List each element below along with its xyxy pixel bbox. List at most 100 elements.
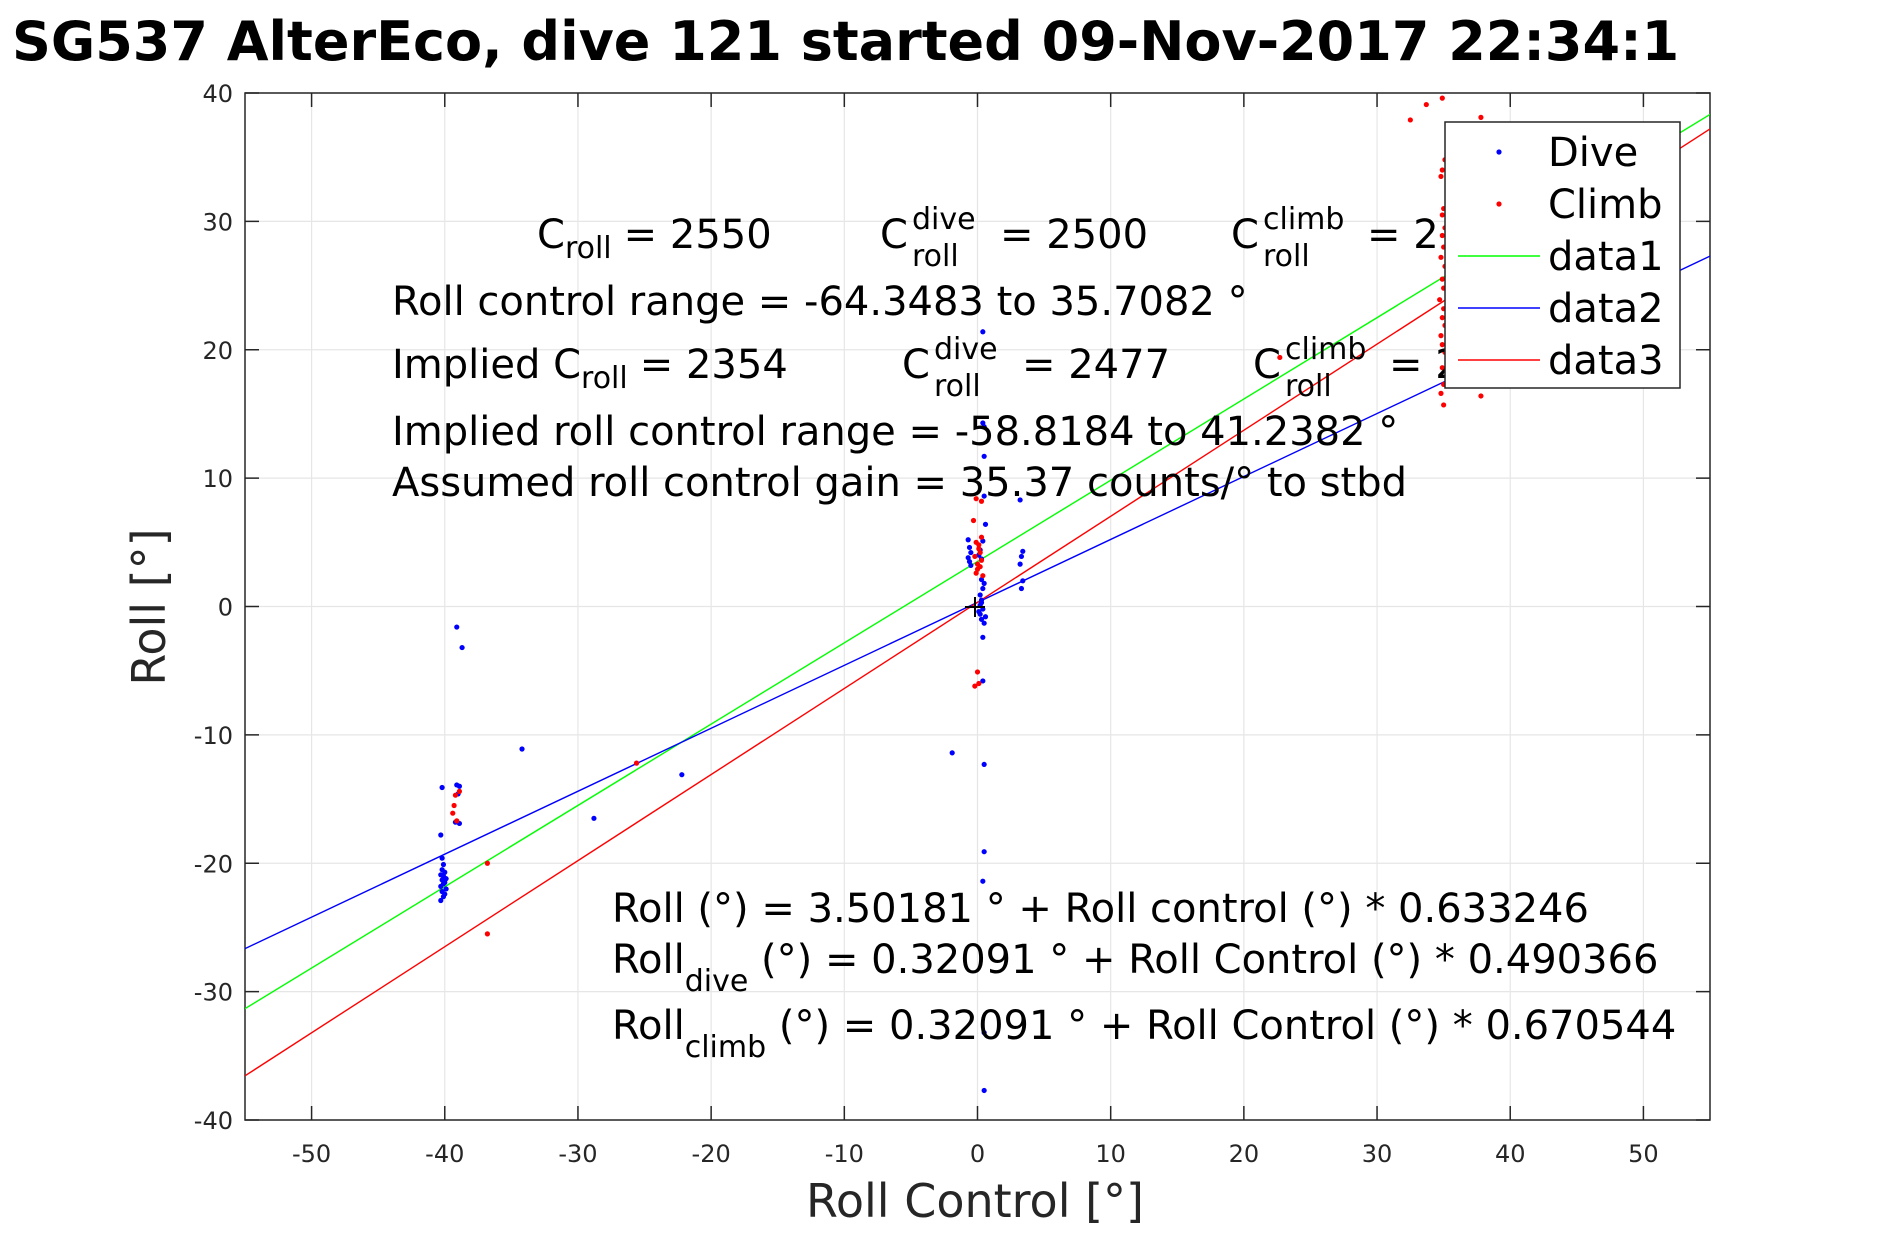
x-tick-label: -10 bbox=[825, 1140, 864, 1168]
dive-point bbox=[1018, 553, 1025, 560]
dive-point bbox=[978, 616, 985, 622]
annotation-assumed-gain: Assumed roll control gain = 35.37 counts… bbox=[392, 460, 1407, 506]
climb-point bbox=[976, 680, 982, 687]
x-axis-label: Roll Control [°] bbox=[806, 1174, 1144, 1228]
climb-point bbox=[1437, 297, 1443, 303]
legend-box bbox=[1444, 121, 1681, 389]
dive-point bbox=[443, 886, 449, 892]
svg-text:roll: roll bbox=[1263, 239, 1310, 274]
climb-point bbox=[633, 760, 640, 766]
climb-point bbox=[973, 496, 979, 502]
dive-point bbox=[978, 597, 985, 603]
dive-point bbox=[981, 580, 987, 586]
dive-point bbox=[981, 453, 987, 459]
climb-point bbox=[1438, 173, 1444, 180]
dive-point bbox=[980, 329, 986, 335]
legend-swatch-dive bbox=[1496, 149, 1502, 155]
x-tick-label: 40 bbox=[1495, 1140, 1526, 1168]
dive-point bbox=[980, 878, 986, 884]
annotation-fit-all: Roll (°) = 3.50181 ° + Roll control (°) … bbox=[612, 886, 1589, 932]
dive-point bbox=[980, 585, 986, 592]
dive-point bbox=[1018, 585, 1025, 592]
dive-point bbox=[981, 424, 987, 430]
svg-text:= 2500: = 2500 bbox=[1000, 212, 1148, 258]
dive-point bbox=[439, 855, 445, 861]
climb-point bbox=[452, 792, 459, 798]
dive-point bbox=[976, 609, 982, 615]
climb-point bbox=[1439, 276, 1445, 282]
y-tick-label: 20 bbox=[202, 337, 233, 365]
y-tick-label: -30 bbox=[194, 979, 233, 1007]
y-axis-label: Roll [°] bbox=[122, 528, 176, 685]
svg-text:C: C bbox=[880, 212, 908, 258]
y-tick-label: 10 bbox=[202, 465, 233, 493]
y-tick-labels: -40 -30 -20 -10 0 10 20 30 40 bbox=[194, 80, 233, 1135]
climb-point bbox=[1439, 95, 1445, 101]
annotation-fit-dive: Rolldive (°) = 0.32091 ° + Roll Control … bbox=[612, 937, 1658, 999]
dive-point bbox=[981, 761, 987, 768]
climb-point bbox=[1439, 212, 1445, 218]
x-tick-labels: -50 -40 -30 -20 -10 0 10 20 30 40 50 bbox=[292, 1140, 1659, 1168]
svg-text:= 2: = 2 bbox=[1367, 212, 1439, 258]
climb-point bbox=[1478, 393, 1484, 399]
climb-point bbox=[1438, 390, 1444, 396]
svg-text:roll: roll bbox=[1285, 369, 1332, 404]
legend: Dive Climb data1 data2 data3 bbox=[1444, 121, 1681, 389]
annotation-fit-climb: Rollclimb (°) = 0.32091 ° + Roll Control… bbox=[612, 1003, 1676, 1065]
annotation-roll-control-range: Roll control range = -64.3483 to 35.7082… bbox=[392, 279, 1248, 325]
svg-text:C: C bbox=[1253, 342, 1281, 388]
chart-title: SG537 AlterEco, dive 121 started 09-Nov-… bbox=[12, 10, 1679, 73]
dive-point bbox=[438, 832, 444, 838]
axis-ticks bbox=[245, 92, 1710, 1121]
climb-point bbox=[1439, 167, 1445, 173]
x-tick-label: 30 bbox=[1362, 1140, 1393, 1168]
legend-label-data1: data1 bbox=[1548, 234, 1664, 280]
dive-point bbox=[519, 746, 525, 752]
dive-point bbox=[965, 555, 971, 561]
dive-point bbox=[456, 783, 463, 789]
climb-point bbox=[1478, 114, 1484, 120]
climb-point bbox=[450, 810, 456, 816]
svg-text:roll: roll bbox=[912, 239, 959, 274]
climb-point bbox=[1439, 365, 1445, 371]
y-tick-label: 40 bbox=[202, 80, 233, 108]
dive-point bbox=[1017, 561, 1023, 567]
dive-point bbox=[966, 544, 973, 551]
x-tick-label: 0 bbox=[970, 1140, 985, 1168]
climb-point bbox=[454, 818, 460, 824]
legend-label-dive: Dive bbox=[1548, 130, 1638, 176]
climb-point bbox=[970, 517, 977, 524]
dive-point bbox=[968, 549, 974, 556]
svg-text:C: C bbox=[902, 342, 930, 388]
climb-point bbox=[978, 498, 985, 504]
dive-point bbox=[981, 493, 987, 499]
dive-point bbox=[459, 644, 465, 651]
climb-point bbox=[976, 542, 982, 548]
climb-point bbox=[1407, 117, 1413, 123]
data-points bbox=[438, 95, 1484, 1094]
y-tick-label: -40 bbox=[194, 1107, 233, 1135]
dive-point bbox=[982, 614, 989, 620]
dive-point bbox=[591, 815, 597, 821]
climb-point bbox=[978, 534, 985, 540]
svg-text:Croll= 2550: Croll = 2550 bbox=[537, 212, 772, 266]
climb-point bbox=[484, 931, 490, 937]
legend-label-data3: data3 bbox=[1548, 338, 1664, 384]
dive-point bbox=[981, 620, 987, 626]
svg-text:= 2477: = 2477 bbox=[1022, 342, 1170, 388]
svg-text:dive: dive bbox=[934, 332, 998, 367]
legend-swatch-climb bbox=[1496, 201, 1502, 207]
climb-point bbox=[980, 573, 986, 579]
climb-point bbox=[972, 683, 978, 689]
annotation-croll: Croll = 2550 C dive roll = 2500 C climb r… bbox=[537, 202, 1439, 274]
climb-point bbox=[972, 553, 978, 560]
climb-point bbox=[484, 860, 490, 866]
x-tick-label: 20 bbox=[1229, 1140, 1260, 1168]
dive-point bbox=[965, 537, 971, 543]
svg-text:dive: dive bbox=[912, 202, 976, 237]
annotation-implied-range: Implied roll control range = -58.8184 to… bbox=[392, 409, 1398, 455]
dive-point bbox=[981, 849, 987, 855]
climb-point bbox=[1277, 354, 1283, 361]
climb-point bbox=[1439, 315, 1445, 321]
